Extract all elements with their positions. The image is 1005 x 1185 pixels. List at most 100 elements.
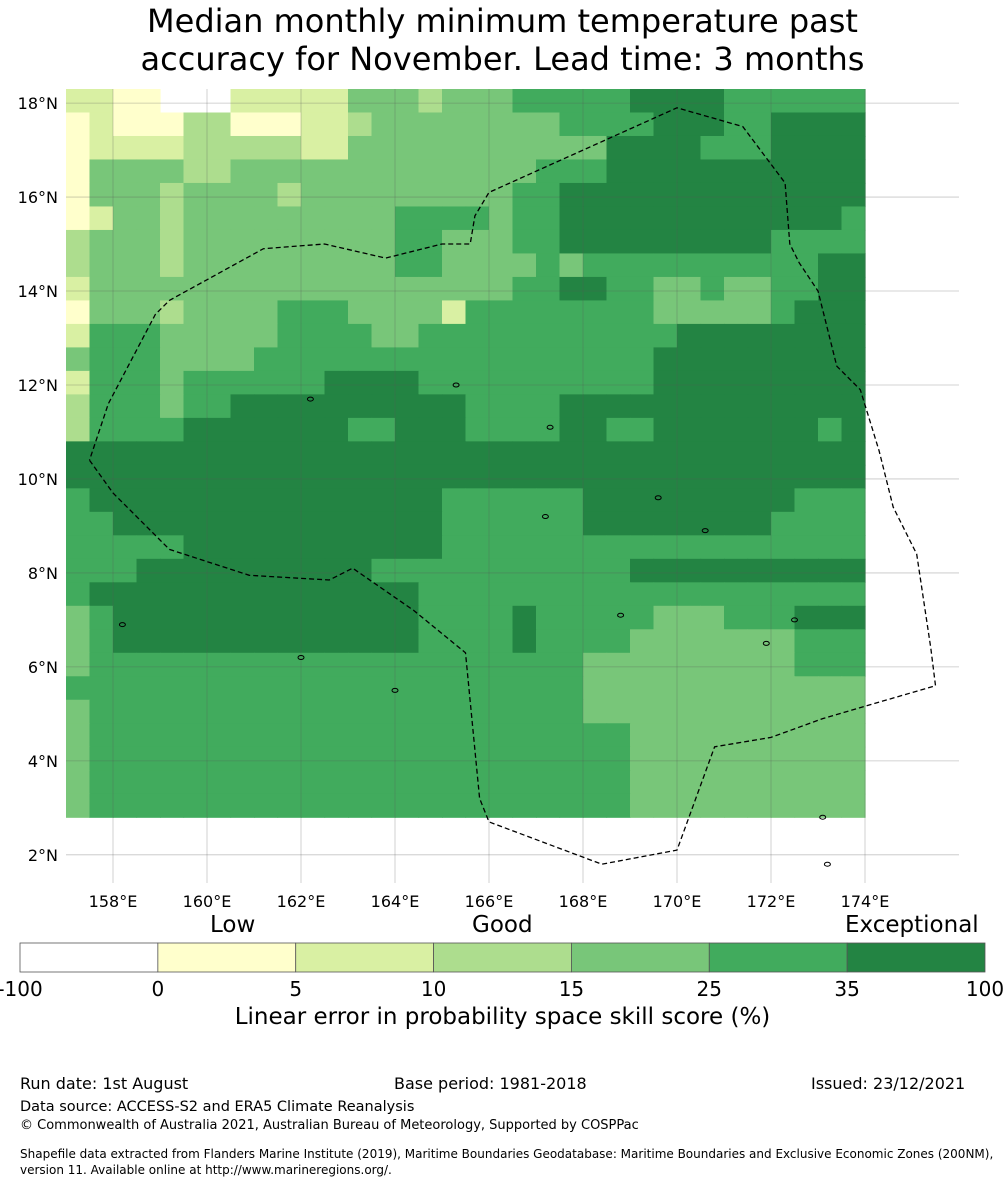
- heatmap-cell: [724, 605, 749, 630]
- heatmap-cell: [771, 89, 796, 114]
- heatmap-cell: [536, 417, 561, 442]
- heatmap-cell: [395, 323, 420, 348]
- heatmap-cell: [301, 464, 326, 489]
- colorbar-tick-label: 35: [834, 977, 859, 1000]
- heatmap-cell: [418, 159, 443, 184]
- heatmap-cell: [418, 112, 443, 137]
- heatmap-cell: [583, 206, 608, 231]
- heatmap-cell: [348, 770, 373, 795]
- heatmap-cell: [113, 629, 138, 654]
- heatmap-cell: [583, 535, 608, 560]
- heatmap-cell: [536, 582, 561, 607]
- heatmap-cell: [113, 441, 138, 466]
- heatmap-cell: [536, 206, 561, 231]
- heatmap-cell: [113, 558, 138, 583]
- heatmap-cell: [277, 229, 302, 255]
- heatmap-cell: [818, 746, 843, 771]
- heatmap-cell: [700, 182, 725, 208]
- heatmap-cell: [89, 629, 114, 654]
- heatmap-cell: [794, 182, 819, 208]
- colorbar-tick-label: 10: [421, 977, 446, 1000]
- heatmap-cell: [183, 464, 208, 489]
- heatmap-cell: [348, 300, 373, 325]
- heatmap-cell: [160, 464, 185, 489]
- heatmap-cell: [277, 253, 302, 278]
- heatmap-cell: [794, 441, 819, 466]
- heatmap-cell: [301, 159, 326, 184]
- heatmap-cell: [113, 323, 138, 348]
- heatmap-cell: [301, 417, 326, 442]
- heatmap-cell: [418, 347, 443, 372]
- heatmap-cell: [653, 182, 678, 208]
- heatmap-cell: [395, 229, 420, 255]
- heatmap-cell: [465, 229, 490, 255]
- colorbar-tick-label: -100: [0, 977, 43, 1000]
- heatmap-cell: [606, 605, 631, 630]
- heatmap-cell: [160, 135, 185, 161]
- heatmap-cell: [724, 770, 749, 795]
- heatmap-cell: [794, 652, 819, 677]
- lon-tick-label: 162°E: [277, 892, 326, 911]
- heatmap-cell: [160, 394, 185, 419]
- heatmap-cell: [324, 699, 349, 724]
- heatmap-cell: [724, 159, 749, 184]
- heatmap-cell: [630, 558, 655, 583]
- colorbar-segment: [19, 942, 159, 973]
- heatmap-cell: [653, 770, 678, 795]
- heatmap-cell: [559, 488, 584, 513]
- heatmap-cell: [183, 676, 208, 701]
- heatmap-cell: [747, 582, 772, 607]
- heatmap-cell: [818, 464, 843, 489]
- heatmap-cell: [771, 206, 796, 231]
- heatmap-cell: [700, 605, 725, 630]
- heatmap-cell: [818, 535, 843, 560]
- heatmap-cell: [324, 629, 349, 654]
- heatmap-cell: [747, 394, 772, 419]
- heatmap-cell: [677, 511, 702, 536]
- heatmap-cell: [653, 276, 678, 302]
- heatmap-cell: [630, 89, 655, 114]
- heatmap-cell: [230, 723, 255, 748]
- lat-tick-label: 10°N: [18, 470, 58, 489]
- heatmap-cell: [818, 652, 843, 677]
- heatmap-cell: [559, 770, 584, 795]
- heatmap-cell: [630, 112, 655, 137]
- heatmap-cell: [66, 629, 91, 654]
- heatmap-cell: [371, 370, 396, 395]
- heatmap-cell: [277, 535, 302, 560]
- heatmap-cell: [230, 89, 255, 114]
- heatmap-cell: [583, 511, 608, 536]
- eez-boundary: [88, 107, 937, 865]
- heatmap-cell: [254, 535, 279, 560]
- heatmap-cell: [89, 159, 114, 184]
- heatmap-cell: [183, 699, 208, 724]
- heatmap-cell: [771, 770, 796, 795]
- heatmap-cell: [794, 253, 819, 278]
- heatmap-cell: [512, 253, 537, 278]
- heatmap-cell: [277, 276, 302, 302]
- colorbar-segment: [295, 942, 434, 973]
- heatmap-cell: [207, 159, 232, 184]
- heatmap-cell: [536, 488, 561, 513]
- heatmap-cell: [653, 394, 678, 419]
- heatmap-cell: [160, 535, 185, 560]
- lat-tick-label: 16°N: [18, 188, 58, 207]
- heatmap-cell: [653, 323, 678, 348]
- heatmap-cell: [207, 323, 232, 348]
- heatmap-cell: [536, 558, 561, 583]
- lon-tick-label: 166°E: [465, 892, 514, 911]
- heatmap-cell: [465, 159, 490, 184]
- heatmap-cell: [606, 676, 631, 701]
- heatmap-cell: [653, 746, 678, 771]
- heatmap-cell: [653, 699, 678, 724]
- heatmap-cell: [489, 276, 514, 302]
- heatmap-cell: [324, 89, 349, 114]
- heatmap-cell: [207, 699, 232, 724]
- heatmap-cell: [301, 535, 326, 560]
- colorbar-segment: [846, 942, 986, 973]
- heatmap-cell: [324, 229, 349, 255]
- heatmap-cell: [160, 582, 185, 607]
- heatmap-cell: [395, 793, 420, 818]
- heatmap-cell: [183, 159, 208, 184]
- heatmap-cell: [136, 652, 161, 677]
